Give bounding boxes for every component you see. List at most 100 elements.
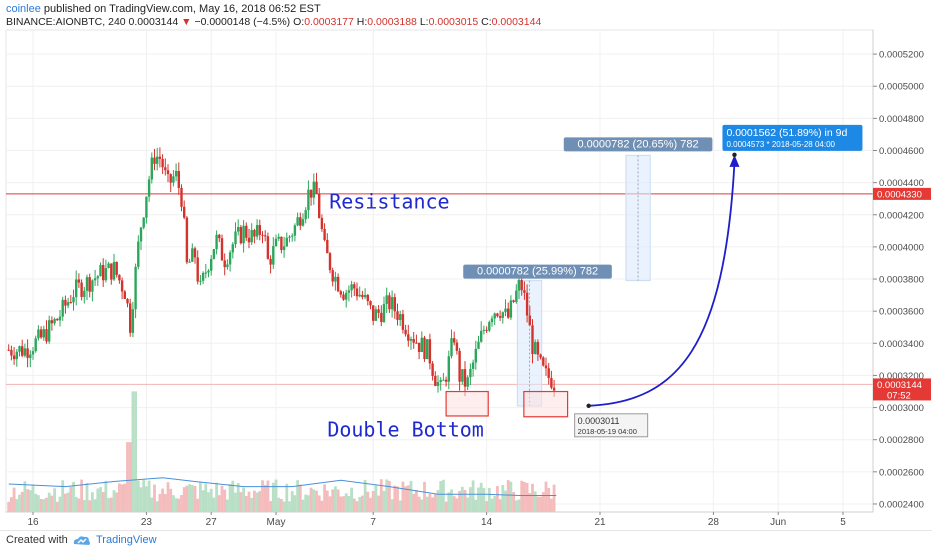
- volume-bar: [323, 484, 326, 512]
- volume-bar: [7, 501, 11, 512]
- volume-bar: [261, 480, 264, 512]
- volume-bar: [320, 500, 324, 512]
- tradingview-brand[interactable]: TradingView: [96, 534, 157, 546]
- volume-bar: [517, 499, 521, 512]
- volume-bar: [525, 483, 529, 512]
- volume-bar: [420, 499, 424, 512]
- ohlc-line: BINANCE:AIONBTC, 240 0.0003144 ▼ −0.0000…: [6, 16, 541, 28]
- volume-bar: [209, 488, 213, 512]
- candle-body: [474, 348, 477, 363]
- y-tick-label: 0.0002600: [879, 467, 924, 478]
- price-chart[interactable]: Resistance Double Bottom 0.0000782 (25.99%…: [0, 0, 932, 530]
- candle-body: [428, 339, 432, 364]
- candle-body: [118, 274, 121, 281]
- candle-body: [547, 368, 550, 378]
- candle-body: [426, 339, 429, 360]
- candle-body: [442, 379, 445, 381]
- candle-body: [172, 176, 175, 183]
- candle-body: [164, 167, 167, 171]
- volume-bar: [166, 482, 170, 512]
- candle-body: [423, 337, 426, 360]
- candle-body: [166, 170, 170, 175]
- candle-body: [434, 375, 437, 386]
- volume-bar: [172, 495, 175, 512]
- volume-bar: [531, 483, 534, 512]
- volume-bar: [460, 486, 464, 512]
- candle-body: [69, 302, 72, 304]
- volume-bar: [431, 497, 434, 512]
- y-tick-label: 0.0004200: [879, 210, 924, 221]
- candle-body: [550, 377, 553, 388]
- volume-bar: [541, 492, 545, 512]
- projection-arrow: [588, 162, 736, 407]
- candle-body: [431, 363, 434, 376]
- author-link[interactable]: coinlee: [6, 3, 41, 15]
- low-label: L:: [419, 16, 429, 28]
- y-tick-label: 0.0004600: [879, 146, 924, 157]
- symbol-label[interactable]: BINANCE:AIONBTC, 240: [6, 16, 126, 28]
- candle-body: [126, 298, 129, 304]
- candle-body: [31, 351, 35, 355]
- candle-body: [39, 329, 43, 338]
- volume-bar: [347, 495, 351, 512]
- volume-bar: [242, 487, 245, 512]
- volume-bar: [182, 487, 186, 512]
- measure-label-1-text: 0.0000782 (25.99%) 782: [477, 266, 598, 278]
- volume-bar: [93, 499, 97, 512]
- candle-body: [528, 315, 531, 326]
- volume-bar: [533, 491, 537, 512]
- candle-body: [301, 219, 305, 226]
- candle-body: [120, 280, 124, 292]
- volume-bar: [377, 495, 380, 512]
- projection-end-dot: [732, 152, 737, 158]
- candle-body: [401, 314, 405, 330]
- candle-body: [534, 342, 537, 354]
- candle-body: [525, 292, 529, 316]
- candle-body: [26, 348, 29, 358]
- tradingview-logo-icon[interactable]: [72, 534, 92, 552]
- volume-bar: [296, 480, 299, 512]
- candle-body: [220, 238, 224, 261]
- volume-bar: [107, 498, 110, 512]
- volume-bar: [50, 495, 54, 512]
- x-tick-label: May: [267, 517, 286, 528]
- candle-body: [169, 174, 172, 183]
- candle-body: [509, 300, 513, 318]
- volume-bar: [342, 496, 345, 512]
- volume-bar: [344, 493, 348, 512]
- candle-body: [288, 236, 291, 238]
- candle-body: [269, 258, 272, 265]
- volume-bar: [523, 481, 526, 512]
- high-label: H:: [356, 16, 368, 28]
- volume-bar: [96, 488, 100, 512]
- candle-body: [458, 350, 461, 382]
- candle-body: [85, 277, 89, 291]
- candle-body: [320, 217, 324, 229]
- candle-body: [485, 329, 488, 331]
- volume-bar: [236, 483, 240, 512]
- volume-bar: [134, 391, 137, 512]
- volume-bar: [331, 489, 335, 512]
- candle-body: [315, 181, 318, 194]
- volume-bar: [12, 487, 16, 512]
- candle-body: [390, 297, 394, 310]
- candle-body: [237, 227, 240, 232]
- volume-bar: [34, 493, 38, 512]
- y-tick-label: 0.0002400: [879, 499, 924, 510]
- volume-bar: [301, 499, 305, 512]
- candle-body: [361, 294, 364, 298]
- volume-bar: [285, 483, 289, 512]
- volume-bar: [69, 486, 73, 512]
- volume-bar: [455, 498, 459, 512]
- volume-bar: [247, 491, 251, 512]
- candle-body: [477, 341, 480, 349]
- candle-body: [277, 236, 280, 239]
- plot-area: [5, 29, 874, 513]
- candle-body: [350, 284, 353, 291]
- candle-body: [331, 270, 334, 282]
- volume-bar: [358, 496, 362, 512]
- volume-bar: [258, 491, 262, 512]
- candle-body: [218, 234, 221, 239]
- volume-bar: [72, 481, 75, 512]
- volume-bar: [466, 497, 470, 512]
